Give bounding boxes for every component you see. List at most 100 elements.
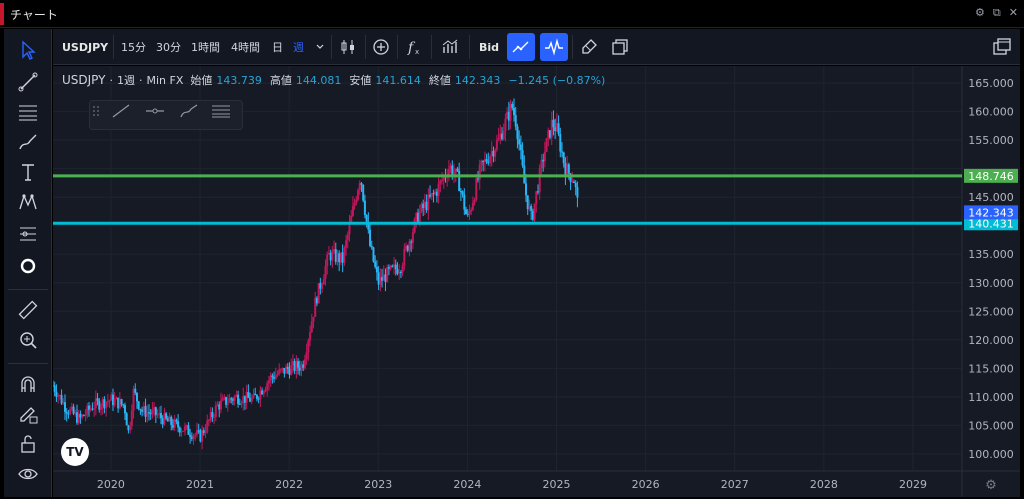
price-tick-label: 100.000 xyxy=(968,448,1014,461)
candle-body xyxy=(461,191,464,195)
trend-line-tool[interactable] xyxy=(4,67,52,97)
interval-dropdown[interactable] xyxy=(315,29,325,65)
candle-body xyxy=(283,367,286,374)
fib-tool[interactable] xyxy=(4,97,52,127)
candle-body xyxy=(408,241,411,251)
price-tick-label: 145.000 xyxy=(968,191,1014,204)
candle-body xyxy=(543,151,546,162)
candle-body xyxy=(518,139,521,145)
candle-body xyxy=(158,413,161,415)
brush-tool[interactable] xyxy=(4,127,52,157)
quick-brush[interactable] xyxy=(178,103,208,129)
compare-button[interactable] xyxy=(367,33,395,61)
candle-body xyxy=(538,168,541,193)
chart-settings-icon[interactable]: ⚙ xyxy=(985,478,997,493)
candle-body xyxy=(343,247,346,263)
interval-30m[interactable]: 30分 xyxy=(156,41,181,54)
drag-handle[interactable] xyxy=(92,103,106,129)
candle-body xyxy=(537,191,540,193)
candle-body xyxy=(429,194,432,197)
chart-area[interactable]: 148.746 140.431 142.343 165.000 160.000 155.0… xyxy=(53,66,1020,497)
interval-4h[interactable]: 4時間 xyxy=(231,41,260,54)
time-tick-label: 2024 xyxy=(453,478,481,491)
left-toolbar xyxy=(4,29,52,497)
candle-body xyxy=(271,375,274,377)
time-tick-label: 2028 xyxy=(810,478,838,491)
pattern-tool[interactable] xyxy=(4,187,52,217)
candle-body xyxy=(266,383,269,390)
candle-body xyxy=(441,180,444,182)
price-type-button[interactable]: Bid xyxy=(479,40,500,54)
interval-1h[interactable]: 1時間 xyxy=(191,41,220,54)
quick-trend-line[interactable] xyxy=(110,103,140,129)
clear-drawings-button[interactable] xyxy=(575,33,603,61)
close-icon[interactable]: ✕ xyxy=(1008,6,1018,19)
layout-button[interactable] xyxy=(606,33,634,61)
cursor-tool[interactable] xyxy=(4,35,52,65)
candle-body xyxy=(309,332,312,341)
candle-body xyxy=(310,321,313,333)
candle-body xyxy=(398,272,401,274)
pulse-toggle-button[interactable] xyxy=(540,33,568,61)
candle-body xyxy=(127,425,130,431)
candle-body xyxy=(427,194,430,211)
candle-body xyxy=(228,398,231,403)
interval-day[interactable]: 日 xyxy=(272,41,283,54)
candle-body xyxy=(528,206,531,210)
legend-high-label: 高値 xyxy=(269,74,292,87)
candle-body xyxy=(495,140,498,150)
candle-body xyxy=(324,266,327,280)
candle-body xyxy=(410,241,413,243)
candle-body xyxy=(226,402,229,405)
candle-body xyxy=(166,418,169,422)
zoom-tool[interactable] xyxy=(4,325,52,355)
interval-week[interactable]: 週 xyxy=(293,41,304,54)
candle-body xyxy=(350,215,353,224)
trend-toggle-button[interactable] xyxy=(507,33,535,61)
candle-body xyxy=(163,413,166,425)
candle-body xyxy=(141,409,144,412)
candle-body xyxy=(132,388,135,411)
circle-icon xyxy=(20,258,36,274)
candle-body xyxy=(249,397,252,402)
candle-body xyxy=(379,277,382,285)
ruler-tool[interactable] xyxy=(4,295,52,325)
candle-body xyxy=(533,203,536,220)
candle-body xyxy=(235,394,238,397)
magnet-tool[interactable] xyxy=(4,369,52,399)
popout-icon[interactable]: ⧉ xyxy=(992,6,1001,19)
chart-type-button[interactable] xyxy=(334,33,362,61)
symbol-selector[interactable]: USDJPY xyxy=(62,40,109,54)
candle-body xyxy=(247,392,250,398)
trend-up-icon xyxy=(512,41,529,53)
candle-body xyxy=(53,385,54,387)
unlock-tool[interactable] xyxy=(4,429,52,459)
shape-tool[interactable] xyxy=(4,251,52,281)
time-tick-label: 2025 xyxy=(543,478,571,491)
lock-drawing-tool[interactable] xyxy=(4,399,52,429)
candle-body xyxy=(480,160,483,165)
windows-icon xyxy=(993,38,1011,55)
quick-fib[interactable] xyxy=(210,103,240,129)
text-tool[interactable] xyxy=(4,157,52,187)
visibility-tool[interactable] xyxy=(4,459,52,489)
candle-body xyxy=(286,366,289,370)
candle-body xyxy=(134,388,137,393)
candle-body xyxy=(216,404,219,406)
candle-body xyxy=(326,254,329,267)
interval-15m[interactable]: 15分 xyxy=(121,41,146,54)
unlock-icon xyxy=(21,435,35,453)
prediction-tool[interactable] xyxy=(4,219,52,249)
settings-icon[interactable]: ⚙ xyxy=(975,6,985,19)
candle-body xyxy=(113,399,116,406)
multi-chart-button[interactable] xyxy=(988,33,1016,61)
candle-body xyxy=(149,413,152,415)
candle-body xyxy=(490,150,493,157)
templates-button[interactable] xyxy=(436,33,464,61)
candle-body xyxy=(569,173,572,182)
candle-body xyxy=(69,409,72,415)
candle-body xyxy=(98,400,101,410)
quick-horizontal-line[interactable] xyxy=(144,103,174,129)
legend-change: −1.245 (−0.87%) xyxy=(508,74,606,87)
